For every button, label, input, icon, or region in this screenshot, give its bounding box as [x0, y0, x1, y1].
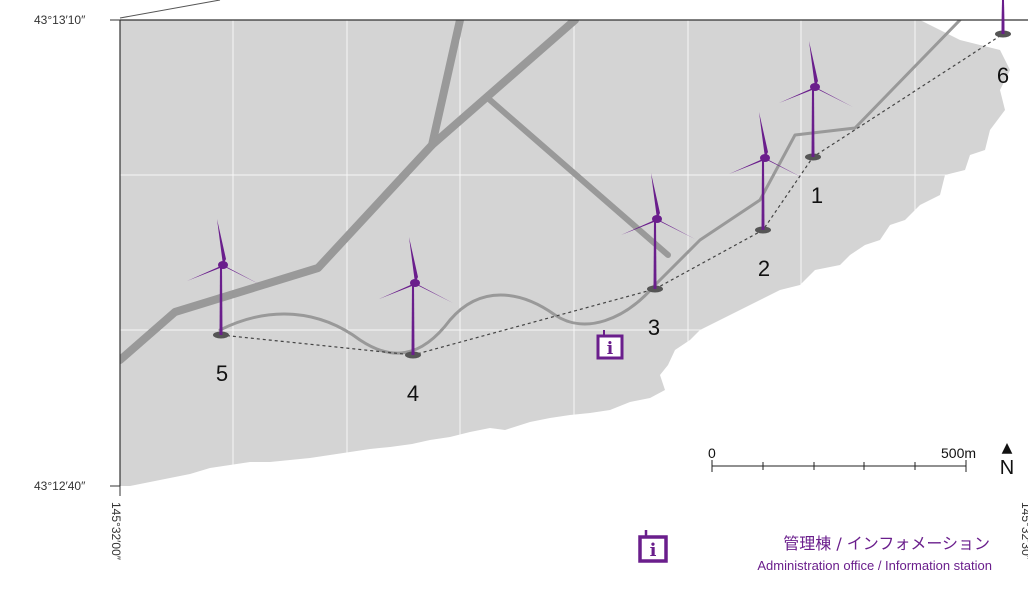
- turbine-blades: [729, 112, 803, 178]
- turbine-hub: [760, 154, 770, 162]
- scale-bar: 0 500m: [708, 445, 976, 472]
- legend: i 管理棟 / インフォメーション Administration office …: [638, 530, 992, 573]
- north-arrow-icon: ▲: [1002, 440, 1013, 456]
- turbine-connection-line: [220, 33, 1004, 356]
- turbine-tower: [761, 158, 765, 230]
- turbine-3: 3: [621, 173, 695, 340]
- turbine-5: 5: [187, 219, 261, 386]
- turbine-label: 2: [758, 256, 770, 281]
- legend-info-icon: i: [638, 530, 668, 563]
- north-arrow: ▲ N: [1000, 440, 1014, 479]
- legend-label-en: Administration office / Information stat…: [757, 558, 992, 573]
- grid-lines: [120, 20, 1028, 486]
- north-label: N: [1000, 457, 1014, 479]
- land-area: [120, 20, 1010, 486]
- turbine-tower: [411, 283, 415, 355]
- turbine-4: 4: [379, 237, 453, 406]
- turbine-hub: [218, 261, 228, 269]
- info-station-icon: i: [607, 339, 614, 359]
- turbine-6: 6: [995, 0, 1011, 88]
- roads: [120, 20, 962, 364]
- turbine-label: 4: [407, 381, 419, 406]
- turbine-hub: [810, 83, 820, 91]
- turbine-blades: [187, 219, 261, 285]
- turbine-tower-partial: [1001, 0, 1005, 34]
- turbine-label: 5: [216, 361, 228, 386]
- turbine-hub: [652, 215, 662, 223]
- turbine-label: 6: [997, 63, 1009, 88]
- scale-start-label: 0: [708, 445, 716, 461]
- svg-text:i: i: [650, 540, 657, 561]
- lon-left-label: 145°32′00″: [109, 502, 123, 561]
- turbine-blades: [621, 173, 695, 239]
- turbine-label: 1: [811, 183, 823, 208]
- turbine-label: 3: [648, 315, 660, 340]
- lat-top-label: 43°13′10″: [34, 13, 86, 27]
- info-station-marker[interactable]: i: [596, 330, 624, 360]
- turbine-blades: [779, 41, 853, 107]
- lon-right-label: 145°32′30″: [1019, 502, 1028, 561]
- turbines-layer: 1 2 3 4 5 6: [187, 0, 1011, 406]
- leader-line: [119, 0, 221, 19]
- turbine-hub: [410, 279, 420, 287]
- legend-label-jp: 管理棟 / インフォメーション: [783, 534, 990, 553]
- lat-bottom-label: 43°12′40″: [34, 479, 86, 493]
- turbine-tower: [811, 87, 815, 157]
- turbine-tower: [219, 265, 223, 335]
- scale-end-label: 500m: [941, 445, 976, 461]
- turbine-tower: [653, 219, 657, 289]
- turbine-2: 2: [729, 112, 803, 281]
- turbine-1: 1: [779, 41, 853, 208]
- turbine-blades: [379, 237, 453, 303]
